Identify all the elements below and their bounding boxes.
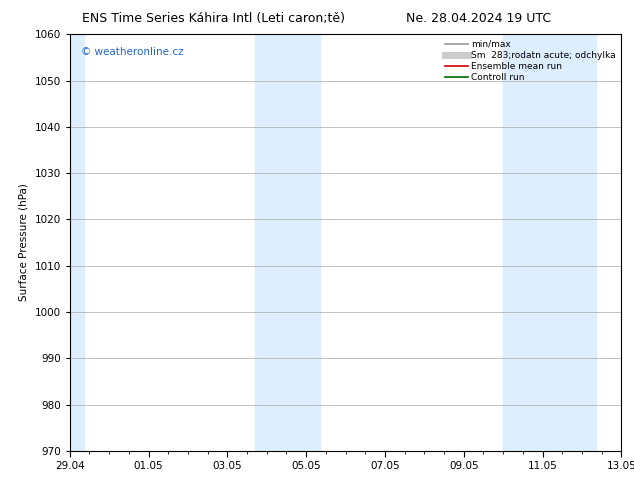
Text: © weatheronline.cz: © weatheronline.cz bbox=[81, 47, 183, 57]
Y-axis label: Surface Pressure (hPa): Surface Pressure (hPa) bbox=[19, 184, 29, 301]
Bar bbox=[255, 34, 320, 451]
Bar bbox=[70, 34, 84, 451]
Text: ENS Time Series Káhira Intl (Leti caron;tě): ENS Time Series Káhira Intl (Leti caron;… bbox=[82, 12, 346, 25]
Bar bbox=[503, 34, 596, 451]
Text: Ne. 28.04.2024 19 UTC: Ne. 28.04.2024 19 UTC bbox=[406, 12, 552, 25]
Legend: min/max, Sm  283;rodatn acute; odchylka, Ensemble mean run, Controll run: min/max, Sm 283;rodatn acute; odchylka, … bbox=[441, 36, 619, 86]
